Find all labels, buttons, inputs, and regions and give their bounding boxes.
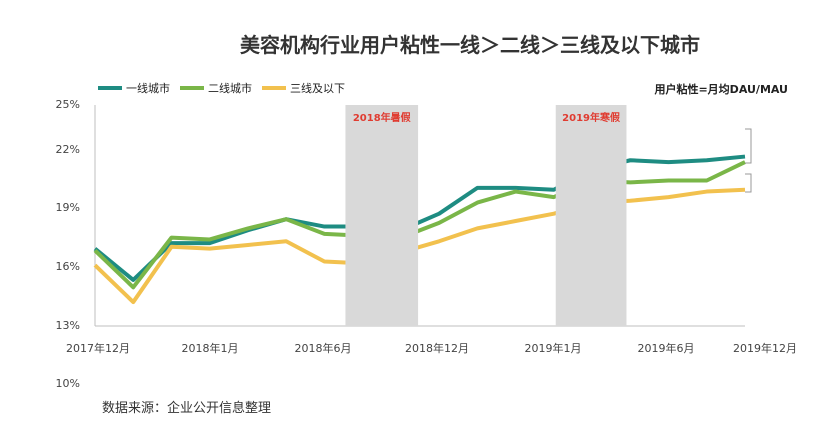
x-tick-label: 2019年6月 xyxy=(638,341,695,355)
legend: 一线城市 二线城市 三线及以下 xyxy=(98,81,345,95)
band-winter-2019 xyxy=(555,105,627,326)
y-tick-label: 22% xyxy=(56,143,80,156)
x-tick-label: 2019年12月 xyxy=(733,341,797,355)
chart-title: 美容机构行业用户粘性一线＞二线＞三线及以下城市 xyxy=(240,33,700,57)
y-ticks: 25% 22% 19% 16% 13% 10% xyxy=(56,98,80,390)
y-tick-label: 25% xyxy=(56,98,80,111)
bands: 2018年暑假 2019年寒假 xyxy=(345,105,627,326)
source-note: 数据来源：企业公开信息整理 xyxy=(102,400,271,416)
x-tick-label: 2017年12月 xyxy=(66,341,130,355)
end-bracket-upper xyxy=(745,128,752,164)
y-tick-label: 16% xyxy=(56,260,80,273)
band-summer-2018 xyxy=(345,105,419,326)
y-tick-label: 19% xyxy=(56,201,80,214)
band-label-summer-2018: 2018年暑假 xyxy=(353,111,412,124)
legend-label-tier2: 二线城市 xyxy=(208,81,252,95)
band-label-winter-2019: 2019年寒假 xyxy=(562,111,621,124)
x-tick-label: 2018年1月 xyxy=(182,341,239,355)
series-lines xyxy=(93,154,746,305)
series-line-2 xyxy=(93,160,746,290)
legend-label-tier1: 一线城市 xyxy=(126,81,170,95)
y-tick-label: 10% xyxy=(56,377,80,390)
metric-note: 用户粘性=月均DAU/MAU xyxy=(654,82,788,96)
y-tick-label: 13% xyxy=(56,319,80,332)
series-line-1 xyxy=(93,154,746,282)
series-line-3 xyxy=(93,187,746,305)
end-bracket-lower xyxy=(745,173,752,193)
x-tick-label: 2018年6月 xyxy=(295,341,352,355)
x-ticks: 2017年12月 2018年1月 2018年6月 2018年12月 2019年1… xyxy=(66,341,797,355)
end-brackets xyxy=(745,128,752,193)
legend-label-tier3: 三线及以下 xyxy=(290,81,345,95)
x-tick-label: 2019年1月 xyxy=(525,341,582,355)
x-tick-label: 2018年12月 xyxy=(405,341,469,355)
